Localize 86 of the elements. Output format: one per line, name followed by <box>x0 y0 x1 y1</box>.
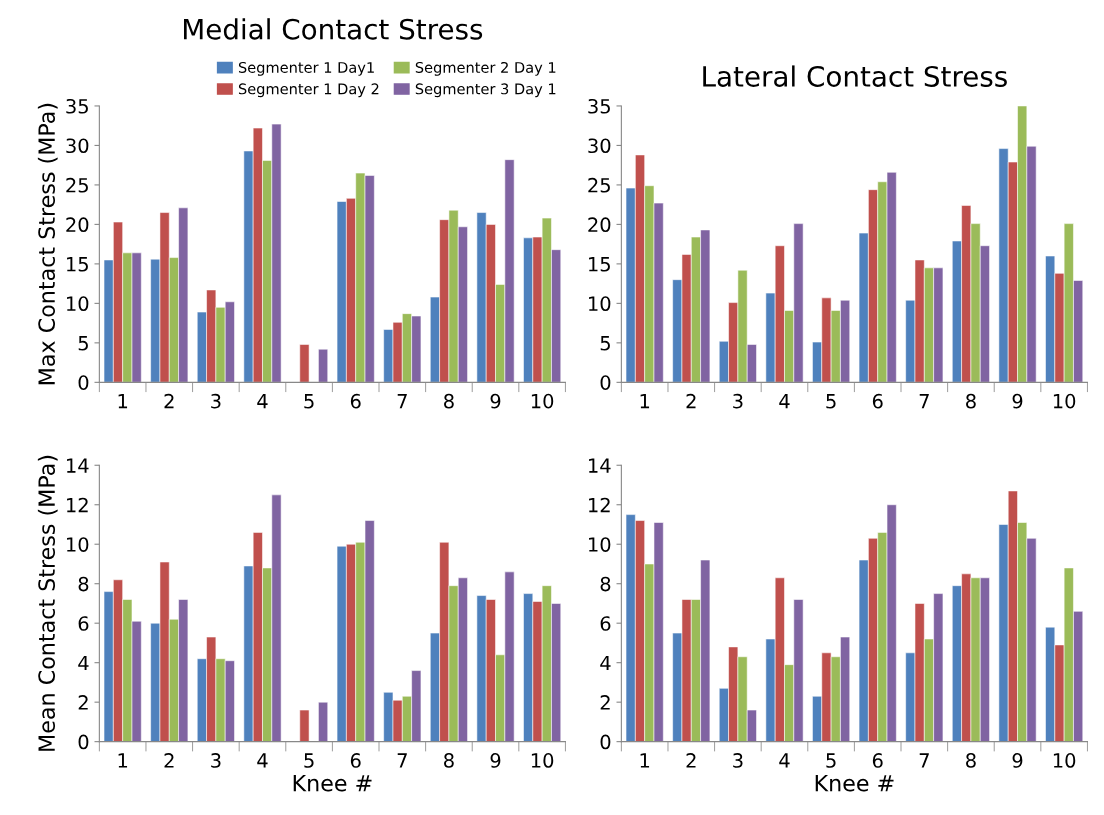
chart-title: Lateral Contact Stress <box>703 65 1007 87</box>
y-tick-label: 10 <box>67 537 89 552</box>
x-tick-label: 2 <box>686 393 696 409</box>
x-tick-label: 3 <box>211 393 221 409</box>
y-tick-label: 30 <box>66 138 89 154</box>
bar <box>318 348 329 383</box>
x-tick-label: 10 <box>531 753 554 768</box>
x-tick-label: 2 <box>686 753 696 768</box>
x-tick-label: 2 <box>164 753 174 768</box>
y-tick-label: 10 <box>589 537 611 552</box>
y-tick-label: 6 <box>78 616 89 631</box>
x-tick-label: 2 <box>164 393 174 409</box>
x-tick-label: 8 <box>966 753 976 768</box>
x-tick-label: 5 <box>304 394 314 409</box>
y-tick-label: 0 <box>600 734 611 750</box>
x-tick-label: 8 <box>444 753 454 768</box>
y-tick-label: 5 <box>600 336 610 351</box>
x-tick-label: 1 <box>118 753 128 768</box>
y-tick-label: 0 <box>78 734 89 750</box>
x-tick-label: 5 <box>826 394 836 409</box>
y-tick-label: 30 <box>588 138 611 154</box>
x-tick-label: 3 <box>733 753 743 768</box>
x-tick-label: 7 <box>397 753 407 768</box>
y-tick-label: 12 <box>589 497 610 513</box>
y-tick-label: 6 <box>600 616 611 631</box>
y-tick-label: 25 <box>588 177 610 193</box>
y-tick-label: 5 <box>78 336 88 351</box>
x-tick-label: 4 <box>779 394 790 409</box>
x-tick-label: 5 <box>304 753 314 768</box>
x-tick-label: 8 <box>444 393 454 409</box>
x-tick-label: 6 <box>872 753 883 768</box>
legend-label: Segmenter 1 Day 2 <box>238 83 379 98</box>
y-tick-label: 14 <box>67 458 89 473</box>
x-tick-label: 3 <box>211 753 221 768</box>
x-tick-label: 1 <box>640 394 650 409</box>
y-tick-label: 15 <box>67 257 88 272</box>
y-tick-label: 10 <box>589 296 611 312</box>
y-tick-label: 0 <box>78 375 89 391</box>
y-tick-label: 4 <box>78 655 89 671</box>
legend-label: Segmenter 3 Day 1 <box>415 83 556 98</box>
y-tick-label: 35 <box>588 98 610 114</box>
y-tick-label: 2 <box>78 695 88 710</box>
y-tick-label: 20 <box>66 217 89 233</box>
chart-title: Medial Contact Stress <box>184 18 483 40</box>
y-tick-label: 8 <box>600 576 611 592</box>
y-tick-label: 4 <box>600 655 611 671</box>
x-tick-label: 10 <box>1053 393 1076 409</box>
x-tick-label: 9 <box>1012 753 1023 768</box>
x-tick-label: 6 <box>350 393 361 409</box>
x-axis-title: Knee # <box>815 775 894 792</box>
y-tick-label: 0 <box>600 375 611 391</box>
x-tick-label: 9 <box>1012 393 1023 409</box>
x-tick-label: 7 <box>919 753 929 768</box>
x-tick-label: 6 <box>350 753 361 768</box>
x-tick-label: 10 <box>531 393 554 409</box>
y-tick-label: 14 <box>589 458 611 473</box>
y-axis-title: Max Contact Stress (MPa) <box>37 103 58 385</box>
bar <box>299 344 310 383</box>
y-tick-label: 25 <box>66 177 88 193</box>
x-tick-label: 1 <box>640 753 650 768</box>
y-tick-label: 2 <box>600 695 610 710</box>
x-tick-label: 1 <box>118 394 128 409</box>
x-tick-label: 4 <box>779 753 790 768</box>
x-tick-label: 7 <box>919 394 929 409</box>
x-tick-label: 5 <box>826 753 836 768</box>
legend-label: Segmenter 2 Day 1 <box>415 61 556 76</box>
y-tick-label: 12 <box>67 497 88 513</box>
y-tick-label: 15 <box>589 257 610 272</box>
y-tick-label: 10 <box>67 296 89 312</box>
y-tick-label: 35 <box>66 98 88 114</box>
x-tick-label: 9 <box>490 393 501 409</box>
y-tick-label: 20 <box>588 217 611 233</box>
x-tick-label: 8 <box>966 393 976 409</box>
legend-label: Segmenter 1 Day1 <box>238 61 374 76</box>
y-axis-title: Mean Contact Stress (MPa) <box>37 455 58 751</box>
x-tick-label: 6 <box>872 393 883 409</box>
x-tick-label: 4 <box>257 753 268 768</box>
x-tick-label: 4 <box>257 394 268 409</box>
y-tick-label: 8 <box>78 576 89 592</box>
bar <box>318 701 329 742</box>
x-tick-label: 9 <box>490 753 501 768</box>
x-axis-title: Knee # <box>293 775 372 792</box>
x-tick-label: 10 <box>1053 753 1076 768</box>
bar <box>299 709 310 742</box>
x-tick-label: 7 <box>397 394 407 409</box>
x-tick-label: 3 <box>733 393 743 409</box>
